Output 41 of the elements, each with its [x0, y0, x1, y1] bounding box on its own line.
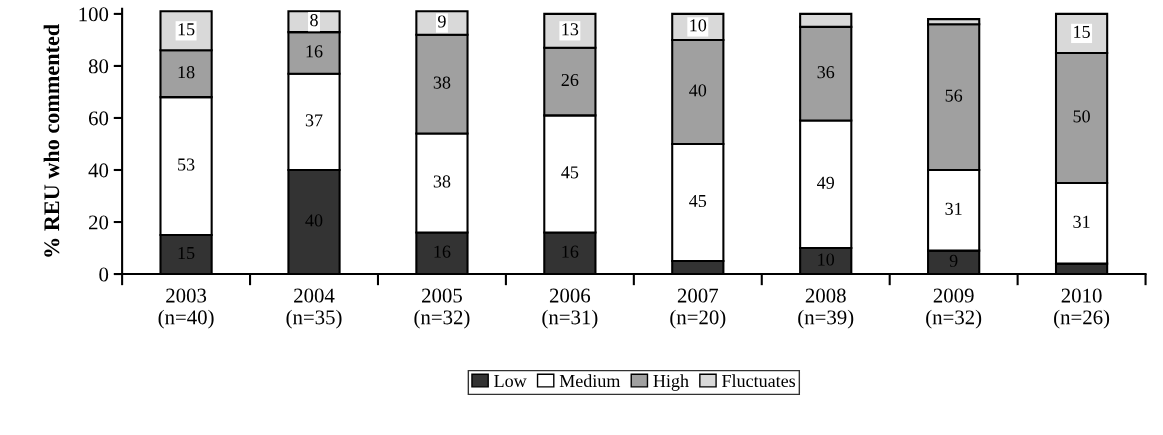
data-label: 49 [817, 176, 835, 189]
y-tick-label: 20 [89, 215, 109, 230]
data-label: 50 [1073, 110, 1090, 123]
data-label: 36 [817, 66, 835, 79]
data-label: 15 [1074, 25, 1090, 38]
data-label: 40 [689, 84, 707, 97]
data-label: 8 [310, 14, 318, 27]
x-tick-label: 2010 (n=26) [1054, 288, 1110, 329]
x-tick-label: 2003 (n=40) [158, 288, 214, 329]
data-label: 13 [562, 23, 579, 36]
x-tick-label: 2008 (n=39) [798, 288, 854, 329]
data-label: 16 [306, 45, 323, 58]
data-label: 10 [690, 19, 707, 32]
data-label: 37 [305, 114, 323, 127]
legend-label: Fluctuates [722, 374, 796, 388]
y-tick-label: 0 [99, 267, 109, 282]
x-tick-label: 2007 (n=20) [670, 288, 726, 329]
y-tick-label: 60 [88, 111, 109, 126]
y-tick-label: 80 [88, 59, 109, 74]
data-label: 15 [178, 23, 195, 36]
data-label: 53 [178, 158, 195, 171]
x-tick-label: 2004 (n=35) [286, 288, 342, 329]
legend-label: Low [494, 375, 527, 388]
x-tick-label: 2005 (n=32) [414, 288, 470, 329]
data-label: 31 [1073, 215, 1090, 228]
legend-label: Medium [559, 374, 621, 388]
data-label: 9 [438, 15, 446, 28]
y-axis-title: % REU who commented [43, 24, 60, 257]
legend-label: High [653, 374, 689, 391]
data-label: 45 [689, 194, 707, 208]
data-label: 38 [433, 76, 451, 89]
data-label: 38 [433, 175, 451, 188]
data-label: 26 [561, 73, 579, 87]
data-label: 45 [561, 166, 579, 179]
y-tick-label: 100 [79, 7, 109, 22]
x-tick-label: 2006 (n=31) [542, 288, 598, 329]
data-label: 56 [945, 89, 963, 102]
x-tick-label: 2009 (n=32) [926, 288, 982, 329]
data-label: 31 [945, 202, 962, 215]
y-tick-label: 40 [88, 163, 109, 178]
data-label: 18 [178, 66, 195, 79]
